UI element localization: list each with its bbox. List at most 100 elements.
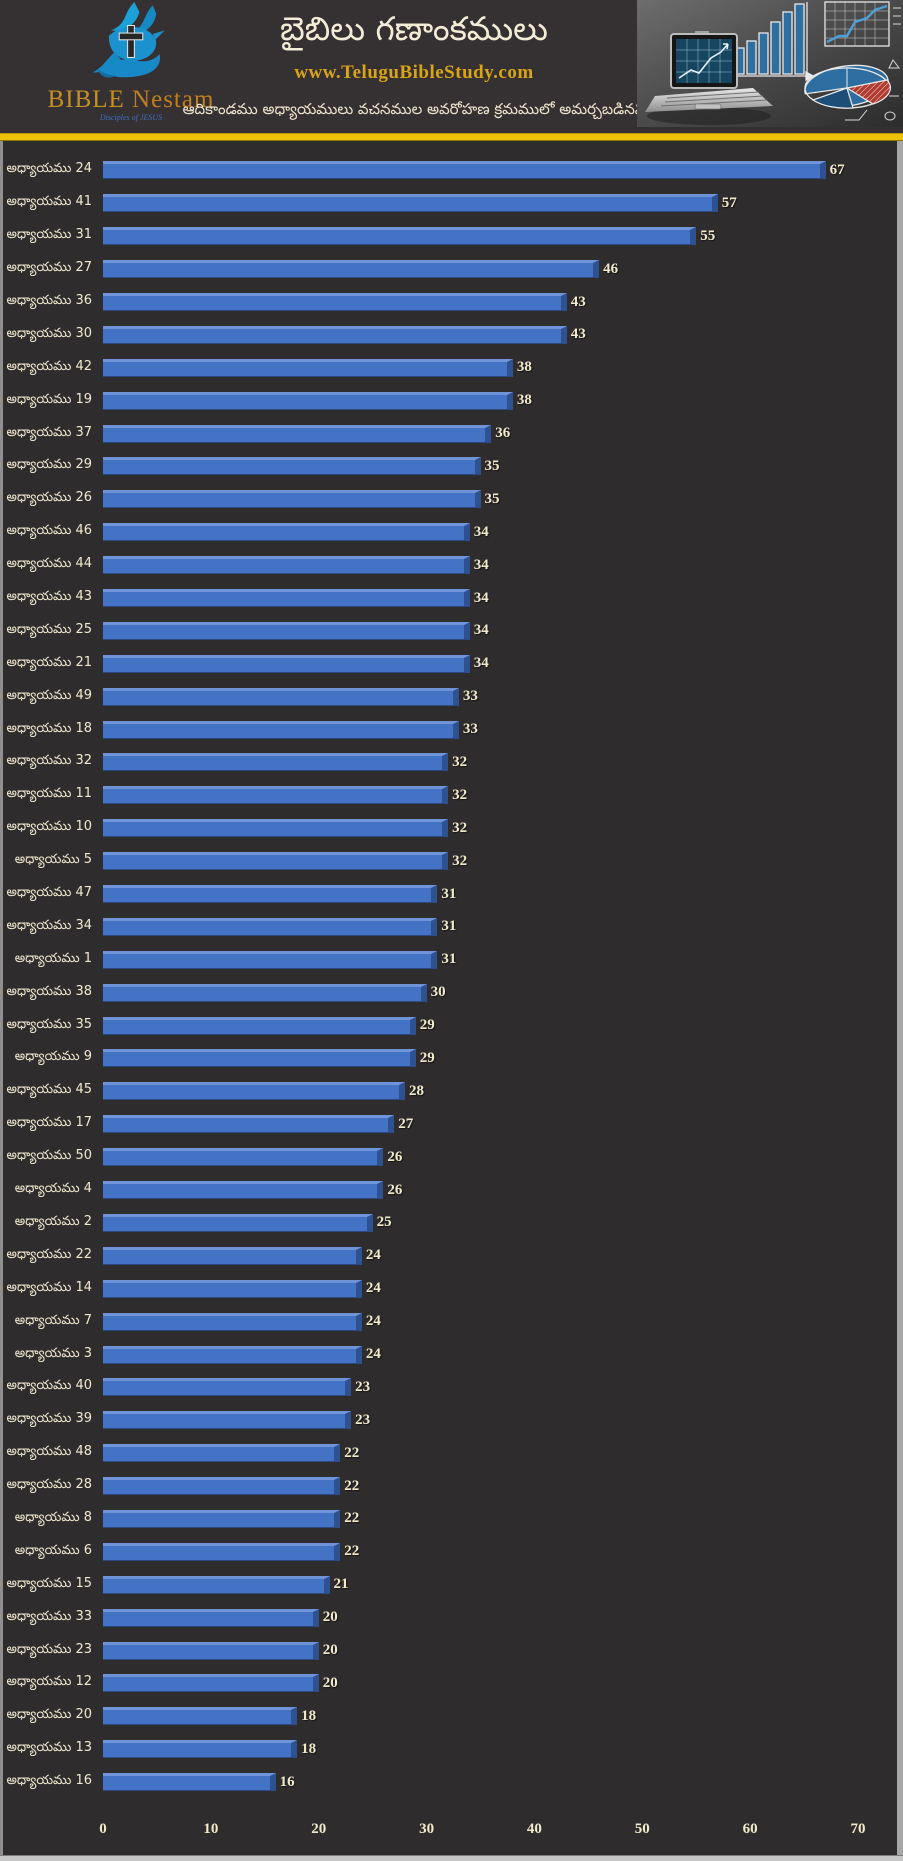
category-label: అధ్యాయము 22 (6, 1246, 92, 1262)
category-label: అధ్యాయము 47 (6, 885, 92, 901)
bar-track: 38 (103, 391, 858, 410)
value-label: 32 (452, 852, 468, 869)
bar-rows: అధ్యాయము 24 67 అధ్యాయము 41 57 అధ్యాయము 31 55 అ… (3, 154, 897, 1799)
value-label: 18 (301, 1707, 317, 1724)
category-label: అధ్యాయము 48 (6, 1444, 92, 1460)
category-label: అధ్యాయము 30 (6, 325, 92, 341)
bar-row: అధ్యాయము 30 43 (3, 318, 897, 351)
brand-tagline: Disciples of JESUS (99, 113, 163, 122)
bar-track: 16 (103, 1773, 858, 1792)
value-label: 29 (419, 1049, 435, 1066)
category-label: అధ్యాయము 49 (6, 687, 92, 703)
bar-row: అధ్యాయము 42 38 (3, 351, 897, 384)
bar (103, 523, 470, 542)
bar (103, 1246, 362, 1265)
category-label: అధ్యాయము 36 (6, 293, 92, 308)
category-label: అధ్యాయము 14 (6, 1279, 92, 1295)
category-label: అధ్యాయము 20 (6, 1707, 92, 1723)
bar-track: 25 (103, 1213, 858, 1232)
value-label: 22 (344, 1477, 360, 1494)
value-label: 23 (355, 1378, 371, 1395)
bar-track: 34 (103, 654, 858, 673)
bar-track: 20 (103, 1674, 858, 1693)
bar-row: అధ్యాయము 28 22 (3, 1470, 897, 1503)
value-label: 34 (473, 523, 489, 540)
category-label: అధ్యాయము 17 (6, 1115, 92, 1131)
bar-row: అధ్యాయము 12 20 (3, 1667, 897, 1700)
bar (103, 589, 470, 608)
bar-row: అధ్యాయము 19 38 (3, 384, 897, 417)
bar-track: 20 (103, 1608, 858, 1627)
bar-row: అధ్యాయము 48 22 (3, 1437, 897, 1470)
bar (103, 917, 438, 936)
bar-row: అధ్యాయము 6 22 (3, 1535, 897, 1568)
bar-row: అధ్యాయము 22 24 (3, 1239, 897, 1272)
bar-track: 23 (103, 1411, 858, 1430)
bar (103, 1740, 298, 1759)
header-banner: BIBLE Nestam Disciples of JESUS బైబిలు గ… (0, 0, 903, 133)
bar-row: అధ్యాయము 15 21 (3, 1568, 897, 1601)
bar (103, 325, 567, 344)
bar-track: 29 (103, 1049, 858, 1068)
category-label: అధ్యాయము 33 (6, 1608, 92, 1624)
category-label: అధ్యాయము 29 (6, 457, 92, 473)
bar-track: 22 (103, 1444, 858, 1463)
category-label: అధ్యాయము 25 (6, 621, 92, 637)
bar-row: అధ్యాయము 16 16 (3, 1766, 897, 1799)
bar (103, 424, 492, 443)
bar (103, 1115, 395, 1134)
bar (103, 1049, 416, 1068)
category-label: అధ్యాయము 3 (14, 1345, 92, 1361)
bar-row: అధ్యాయము 25 34 (3, 614, 897, 647)
bar-row: అధ్యాయము 40 23 (3, 1371, 897, 1404)
category-label: అధ్యాయము 37 (6, 424, 92, 440)
bar-track: 21 (103, 1575, 858, 1594)
bar-row: అధ్యాయము 20 18 (3, 1700, 897, 1733)
bar-track: 57 (103, 194, 858, 213)
bar-row: అధ్యాయము 31 55 (3, 220, 897, 253)
value-label: 32 (452, 753, 468, 770)
category-label: అధ్యాయము 38 (6, 983, 92, 999)
category-label: అధ్యాయము 18 (6, 720, 92, 736)
bar-track: 35 (103, 457, 858, 476)
laptop-charts-photo (637, 0, 903, 127)
bar-track: 35 (103, 490, 858, 509)
value-label: 30 (430, 984, 446, 1001)
bar-track: 24 (103, 1279, 858, 1298)
value-label: 38 (516, 392, 532, 409)
bar-track: 30 (103, 983, 858, 1002)
category-label: అధ్యాయము 24 (6, 161, 92, 177)
bar-track: 31 (103, 885, 858, 904)
bar-row: అధ్యాయము 21 34 (3, 647, 897, 680)
value-label: 26 (387, 1148, 403, 1165)
bar (103, 194, 718, 213)
bar (103, 753, 449, 772)
bar (103, 621, 470, 640)
axis-tick-label: 60 (742, 1820, 758, 1837)
bar-track: 26 (103, 1181, 858, 1200)
value-label: 36 (495, 425, 511, 442)
bible-nestam-logo: BIBLE Nestam Disciples of JESUS (36, 2, 226, 122)
pie-chart-sketch-icon (804, 59, 900, 121)
bar (103, 1411, 352, 1430)
category-label: అధ్యాయము 40 (6, 1378, 92, 1394)
bar-track: 22 (103, 1509, 858, 1528)
bar-track: 36 (103, 424, 858, 443)
axis-tick-label: 10 (203, 1820, 219, 1837)
category-label: అధ్యాయము 28 (6, 1477, 92, 1493)
value-label: 35 (484, 490, 500, 507)
gold-divider-bar (0, 133, 903, 141)
bar-row: అధ్యాయము 44 34 (3, 549, 897, 582)
category-label: అధ్యాయము 35 (6, 1016, 92, 1032)
bar (103, 885, 438, 904)
value-label: 33 (462, 688, 478, 705)
value-label: 29 (419, 1017, 435, 1034)
bar-track: 55 (103, 227, 858, 246)
bar-row: అధ్యాయము 23 20 (3, 1634, 897, 1667)
value-label: 32 (452, 819, 468, 836)
x-axis: 0 10 20 30 40 50 60 70 (99, 1815, 865, 1855)
laptop-icon (645, 33, 773, 125)
bar-track: 28 (103, 1082, 858, 1101)
bar (103, 687, 459, 706)
